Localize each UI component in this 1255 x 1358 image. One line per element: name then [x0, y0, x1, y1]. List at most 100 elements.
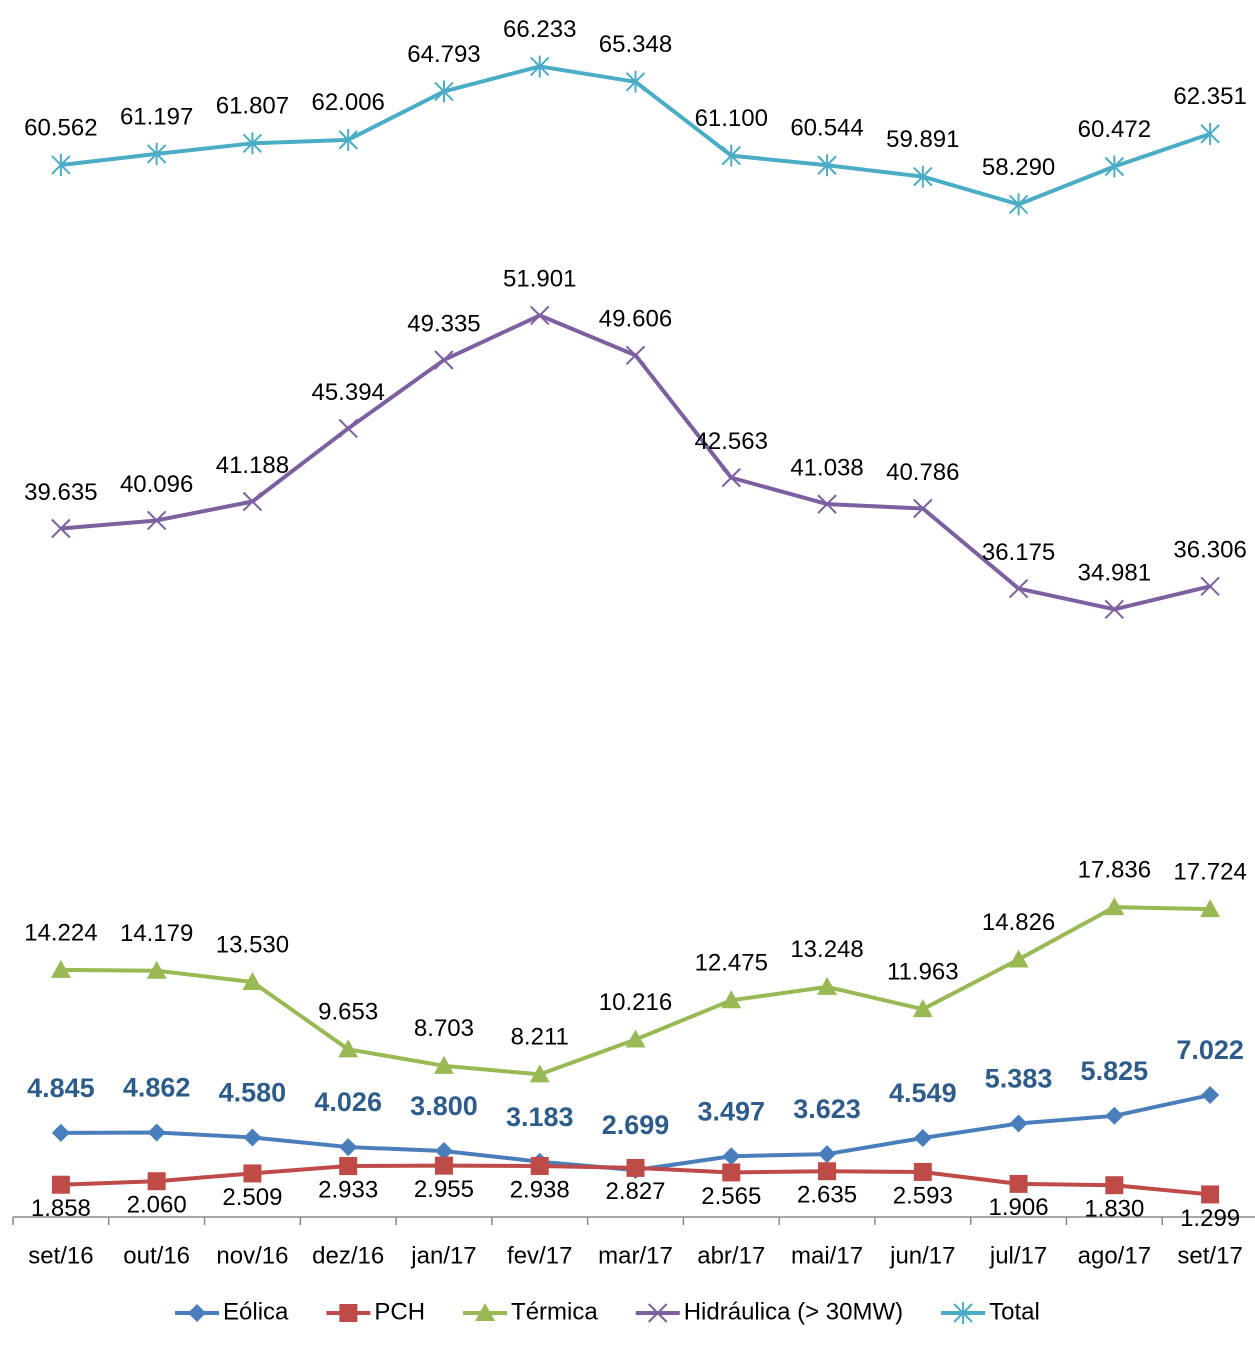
- data-label: 2.827: [605, 1178, 665, 1205]
- data-label: 5.825: [1081, 1056, 1149, 1086]
- data-label: 61.100: [695, 105, 768, 132]
- data-label: 60.472: [1078, 116, 1151, 143]
- x-tick-label: fev/17: [507, 1242, 572, 1269]
- data-label: 14.224: [24, 919, 97, 946]
- marker: [530, 305, 550, 326]
- data-label: 41.038: [790, 454, 863, 481]
- marker: [1104, 897, 1125, 916]
- marker: [338, 1039, 359, 1058]
- marker: [1008, 193, 1029, 216]
- marker: [242, 132, 263, 155]
- data-label: 49.335: [407, 310, 480, 337]
- data-label: 45.394: [311, 379, 384, 406]
- marker: [530, 1156, 549, 1175]
- marker: [433, 1055, 454, 1074]
- data-label: 34.981: [1078, 560, 1151, 587]
- marker: [818, 1162, 837, 1181]
- marker: [530, 55, 550, 78]
- data-label: 41.188: [216, 452, 289, 479]
- data-label: 59.891: [886, 126, 959, 153]
- data-label: 65.348: [599, 31, 672, 58]
- marker: [242, 491, 263, 512]
- marker: [721, 144, 741, 167]
- marker: [146, 142, 167, 165]
- marker: [1105, 1106, 1124, 1125]
- marker: [913, 1162, 932, 1181]
- x-tick-label: abr/17: [697, 1242, 765, 1269]
- data-label: 2.933: [318, 1176, 378, 1203]
- marker: [721, 990, 742, 1009]
- marker: [722, 1163, 741, 1182]
- data-label: 3.623: [793, 1094, 861, 1124]
- data-label: 51.901: [503, 266, 576, 293]
- legend-label: Térmica: [511, 1298, 598, 1325]
- x-tick-label: jan/17: [410, 1242, 476, 1269]
- data-label: 61.197: [120, 103, 193, 130]
- data-label: 8.211: [511, 1024, 569, 1051]
- marker: [721, 467, 741, 488]
- data-label: 13.248: [790, 936, 863, 963]
- marker: [818, 1145, 837, 1164]
- data-label: 3.497: [697, 1096, 765, 1126]
- legend-label: Hidráulica (> 30MW): [684, 1298, 903, 1325]
- marker: [722, 1147, 741, 1166]
- data-label: 4.845: [27, 1073, 95, 1103]
- data-label: 1.858: [31, 1195, 91, 1222]
- data-label: 17.836: [1078, 857, 1151, 884]
- data-label: 8.703: [414, 1015, 474, 1042]
- legend: Eólica PCH Térmica Hidráulica (> 30MW) Total: [175, 1298, 1040, 1325]
- data-label: 61.807: [216, 93, 289, 120]
- legend-label: PCH: [374, 1298, 425, 1325]
- data-label: 11.963: [887, 959, 959, 986]
- marker: [625, 70, 646, 93]
- marker: [817, 154, 837, 177]
- data-label: 66.233: [503, 16, 576, 43]
- data-label: 12.475: [695, 950, 768, 977]
- marker: [817, 976, 838, 995]
- data-label: 58.290: [982, 154, 1055, 181]
- marker: [529, 1064, 550, 1083]
- marker: [50, 959, 71, 978]
- x-tick-label: out/16: [123, 1242, 190, 1269]
- marker: [1008, 949, 1029, 968]
- data-label: 4.549: [889, 1078, 957, 1108]
- marker: [1200, 576, 1220, 597]
- data-label: 40.096: [120, 471, 193, 498]
- data-label: 4.580: [219, 1078, 287, 1108]
- marker: [1105, 1176, 1124, 1195]
- marker: [1200, 122, 1220, 145]
- x-tick-label: mar/17: [598, 1242, 673, 1269]
- marker: [1009, 1174, 1028, 1193]
- data-label: 2.955: [414, 1176, 474, 1203]
- marker: [338, 128, 358, 151]
- marker: [338, 418, 358, 439]
- data-label: 39.635: [24, 479, 97, 506]
- data-label: 5.383: [985, 1064, 1053, 1094]
- marker: [625, 1029, 646, 1048]
- marker: [51, 153, 71, 176]
- marker: [51, 518, 71, 539]
- marker: [188, 1304, 206, 1322]
- data-label: 36.175: [982, 539, 1055, 566]
- marker: [146, 960, 167, 979]
- data-label: 14.179: [120, 920, 193, 947]
- x-tick-label: jul/17: [989, 1242, 1047, 1269]
- x-tick-label: mai/17: [791, 1242, 863, 1269]
- data-label: 2.060: [127, 1192, 187, 1219]
- data-label: 2.938: [510, 1176, 570, 1203]
- legend-item: Térmica: [463, 1298, 598, 1325]
- x-tick-label: ago/17: [1078, 1242, 1151, 1269]
- data-label: 2.635: [797, 1182, 857, 1209]
- data-label: 1.830: [1084, 1196, 1144, 1223]
- data-label: 14.826: [982, 909, 1055, 936]
- data-label: 62.006: [311, 89, 384, 116]
- legend-item: Hidráulica (> 30MW): [635, 1298, 903, 1325]
- marker: [953, 1302, 973, 1324]
- data-label: 60.562: [24, 114, 97, 141]
- data-label: 4.026: [314, 1087, 382, 1117]
- marker: [1200, 899, 1221, 918]
- marker: [147, 1172, 166, 1191]
- legend-label: Total: [989, 1298, 1040, 1325]
- marker: [243, 1128, 262, 1147]
